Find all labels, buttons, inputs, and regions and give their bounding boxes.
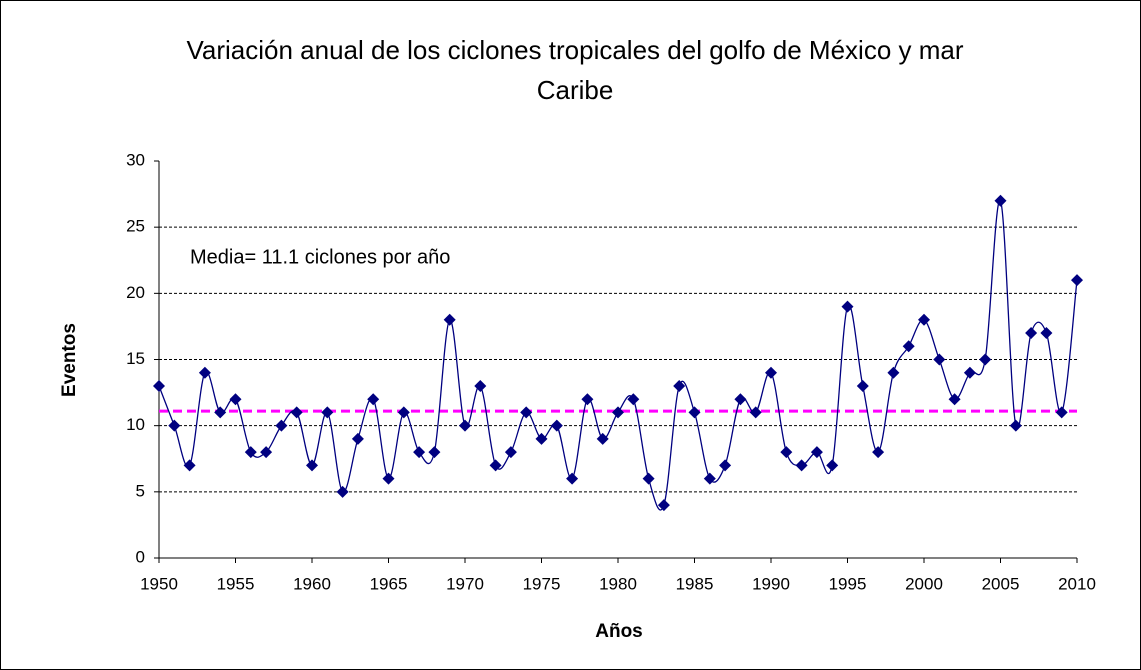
x-tick-label: 1980	[599, 574, 637, 593]
marker	[810, 446, 823, 459]
marker	[336, 485, 349, 498]
marker	[703, 472, 716, 485]
marker	[780, 446, 793, 459]
marker	[397, 406, 410, 419]
marker	[229, 393, 242, 406]
marker	[826, 459, 839, 472]
x-tick-label: 1955	[217, 574, 255, 593]
marker	[872, 446, 885, 459]
marker	[688, 406, 701, 419]
marker	[1009, 419, 1022, 432]
marker	[550, 419, 563, 432]
marker	[459, 419, 471, 432]
y-tick-label: 25	[126, 217, 145, 236]
y-tick-label: 10	[126, 415, 145, 434]
x-tick-label: 1965	[370, 574, 408, 593]
marker	[994, 194, 1007, 207]
marker	[673, 379, 686, 392]
marker	[168, 419, 181, 432]
y-axis-label: Eventos	[59, 323, 80, 397]
marker	[244, 446, 257, 459]
marker	[275, 419, 288, 432]
marker	[413, 446, 426, 459]
x-tick-label: 1975	[523, 574, 561, 593]
marker	[642, 472, 655, 485]
marker	[841, 300, 854, 313]
x-tick-label: 1970	[446, 574, 484, 593]
x-tick-label: 1985	[676, 574, 714, 593]
marker	[902, 340, 915, 353]
marker	[1055, 406, 1068, 419]
marker	[627, 393, 640, 406]
marker	[918, 313, 930, 326]
marker	[765, 366, 777, 379]
x-tick-label: 2000	[905, 574, 943, 593]
marker	[887, 366, 900, 379]
x-tick-label: 1990	[752, 574, 790, 593]
marker	[1040, 327, 1053, 340]
marker	[948, 393, 961, 406]
marker	[520, 406, 533, 419]
annotation: Media= 11.1 ciclones por año	[190, 246, 450, 268]
y-tick-label: 5	[136, 481, 145, 500]
chart-title: Variación anual de los ciclones tropical…	[186, 35, 964, 105]
marker	[749, 406, 762, 419]
marker	[489, 459, 502, 472]
marker	[566, 472, 579, 485]
y-tick-label: 15	[126, 349, 145, 368]
x-tick-label: 2005	[982, 574, 1020, 593]
marker	[856, 379, 869, 392]
x-axis-label: Años	[595, 621, 643, 642]
marker	[734, 393, 747, 406]
x-tick-label: 2010	[1058, 574, 1096, 593]
marker	[198, 366, 211, 379]
marker	[321, 406, 334, 419]
y-tick-label: 30	[126, 150, 145, 169]
marker	[474, 379, 487, 392]
marker	[612, 406, 624, 419]
marker	[795, 459, 808, 472]
marker	[214, 406, 227, 419]
y-tick-label: 0	[136, 547, 145, 566]
marker	[367, 393, 380, 406]
marker	[183, 459, 196, 472]
x-tick-label: 1960	[293, 574, 331, 593]
y-tick-label: 20	[126, 283, 145, 302]
marker	[306, 459, 318, 472]
marker	[443, 313, 456, 326]
marker	[428, 446, 441, 459]
marker	[719, 459, 732, 472]
marker	[979, 353, 992, 366]
marker	[933, 353, 946, 366]
marker	[1025, 327, 1038, 340]
marker	[153, 379, 165, 392]
marker	[260, 446, 273, 459]
marker	[351, 432, 364, 445]
marker	[657, 499, 670, 512]
marker	[504, 446, 517, 459]
x-tick-label: 1950	[140, 574, 178, 593]
marker	[963, 366, 976, 379]
marker	[1071, 274, 1083, 287]
marker	[581, 393, 594, 406]
x-tick-label: 1995	[829, 574, 867, 593]
marker	[290, 406, 303, 419]
marker	[535, 432, 548, 445]
marker	[382, 472, 395, 485]
marker	[596, 432, 609, 445]
